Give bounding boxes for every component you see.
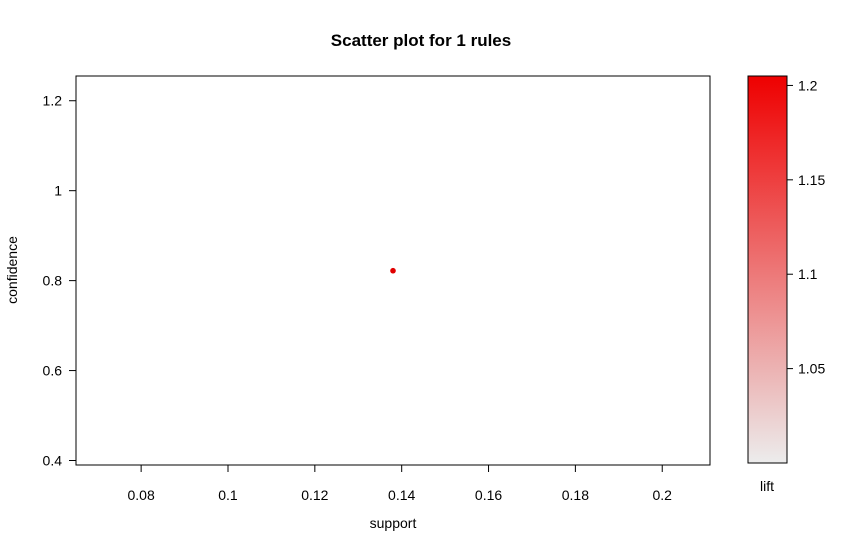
colorbar [747,75,788,464]
colorbar-tick-label: 1.1 [798,266,818,282]
chart-title: Scatter plot for 1 rules [331,31,511,50]
x-axis-label: support [370,515,417,531]
y-tick-label: 0.4 [43,453,63,469]
x-tick-label: 0.2 [652,487,672,503]
x-tick-label: 0.12 [301,487,328,503]
x-tick-label: 0.08 [128,487,155,503]
x-tick-label: 0.18 [562,487,589,503]
data-point [390,267,396,274]
colorbar-tick-label: 1.2 [798,77,818,93]
y-tick-label: 1.2 [43,93,63,109]
y-axis: 0.4 0.6 0.8 1 1.2 [43,93,76,469]
y-axis-label: confidence [4,236,20,304]
colorbar-tick-label: 1.05 [798,361,825,377]
y-tick-label: 1 [54,183,62,199]
y-tick-label: 0.8 [43,273,63,289]
colorbar-axis: 1.05 1.1 1.15 1.2 [787,77,825,377]
x-axis: 0.08 0.1 0.12 0.14 0.16 0.18 0.2 [128,465,672,503]
x-tick-label: 0.16 [475,487,502,503]
data-points [390,267,396,274]
colorbar-tick-label: 1.15 [798,172,825,188]
x-tick-label: 0.1 [218,487,238,503]
y-tick-label: 0.6 [43,363,63,379]
plot-area-frame [75,75,711,466]
x-tick-label: 0.14 [388,487,415,503]
colorbar-label: lift [760,478,774,494]
